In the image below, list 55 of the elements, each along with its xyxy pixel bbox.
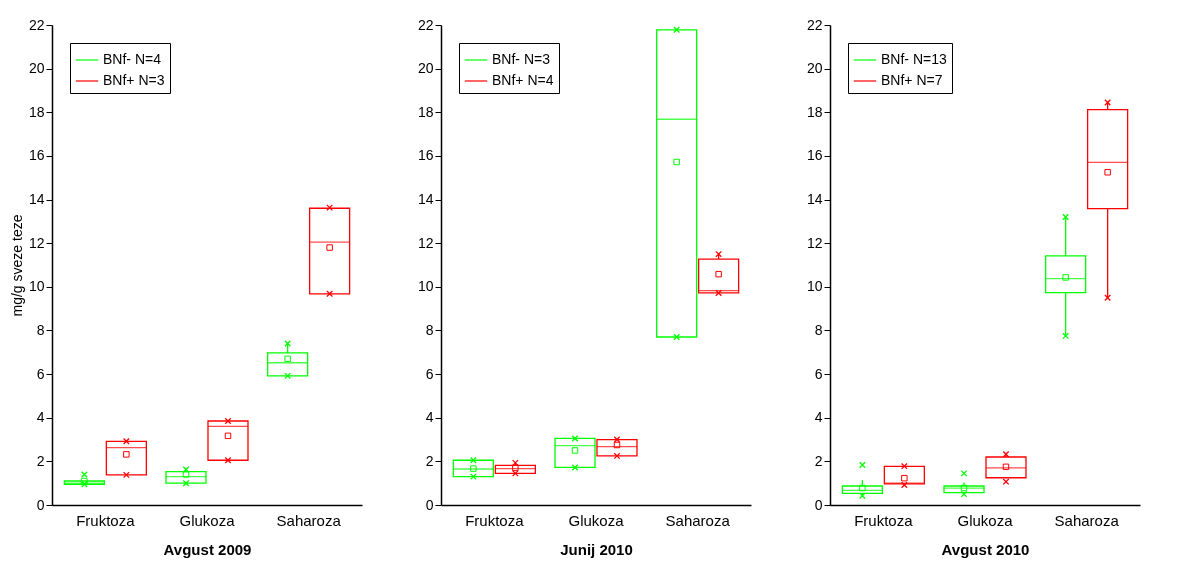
y-tick-label: 10: [417, 278, 434, 295]
y-tick-label: 8: [425, 321, 434, 338]
x-tick-label: Saharoza: [276, 511, 342, 529]
y-tick-label: 16: [28, 147, 45, 164]
y-tick-label: 14: [417, 191, 434, 208]
x-tick-label: Saharoza: [665, 511, 731, 529]
x-tick-label: Fruktoza: [76, 511, 136, 529]
y-tick-label: 22: [28, 16, 45, 33]
y-tick-label: 12: [806, 234, 823, 251]
y-tick-label: 16: [806, 147, 823, 164]
y-tick-label: 2: [814, 452, 823, 469]
legend-label: BNf- N=4: [103, 51, 162, 67]
y-tick-label: 14: [806, 191, 823, 208]
x-tick-label: Glukoza: [568, 511, 625, 529]
y-tick-label: 20: [28, 60, 45, 77]
y-tick-label: 6: [814, 365, 823, 382]
y-tick-label: 0: [814, 496, 823, 513]
x-tick-label: Saharoza: [1054, 511, 1120, 529]
x-tick-label: Fruktoza: [854, 511, 914, 529]
x-tick-label: Fruktoza: [465, 511, 525, 529]
legend-label: BNf+ N=3: [103, 72, 165, 88]
y-tick-label: 14: [28, 191, 45, 208]
x-tick-label: Glukoza: [957, 511, 1014, 529]
y-tick-label: 20: [806, 60, 823, 77]
y-tick-label: 0: [36, 496, 45, 513]
y-tick-label: 4: [425, 409, 434, 426]
x-axis-title: Avgust 2010: [941, 540, 1030, 558]
y-tick-label: 12: [28, 234, 45, 251]
y-tick-label: 8: [36, 321, 45, 338]
x-axis-title: Junij 2010: [560, 540, 633, 558]
y-tick-label: 20: [417, 60, 434, 77]
legend-label: BNf- N=13: [881, 51, 947, 67]
legend-label: BNf+ N=7: [881, 72, 943, 88]
y-tick-label: 16: [417, 147, 434, 164]
y-tick-label: 22: [806, 16, 823, 33]
y-tick-label: 0: [425, 496, 434, 513]
y-tick-label: 22: [417, 16, 434, 33]
y-tick-label: 12: [417, 234, 434, 251]
y-tick-label: 10: [28, 278, 45, 295]
y-tick-label: 18: [28, 103, 45, 120]
y-tick-label: 6: [425, 365, 434, 382]
y-tick-label: 10: [806, 278, 823, 295]
y-tick-label: 4: [36, 409, 45, 426]
x-tick-label: Glukoza: [179, 511, 236, 529]
x-axis-title: Avgust 2009: [163, 540, 252, 558]
y-tick-label: 6: [36, 365, 45, 382]
y-tick-label: 18: [806, 103, 823, 120]
y-tick-label: 18: [417, 103, 434, 120]
legend-label: BNf- N=3: [492, 51, 551, 67]
y-tick-label: 8: [814, 321, 823, 338]
y-tick-label: 2: [425, 452, 434, 469]
y-axis-title: mg/g sveze teze: [8, 214, 25, 317]
y-tick-label: 4: [814, 409, 823, 426]
legend-label: BNf+ N=4: [492, 72, 554, 88]
y-tick-label: 2: [36, 452, 45, 469]
